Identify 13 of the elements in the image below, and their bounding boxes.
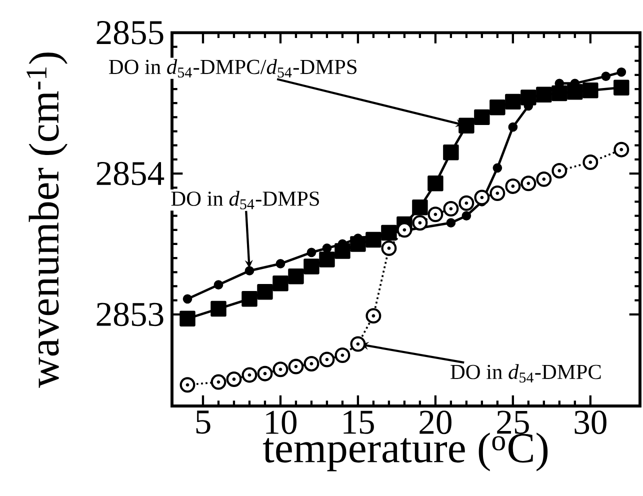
y-tick-label: 2853 bbox=[96, 302, 164, 326]
x-tick-label: 20 bbox=[420, 410, 452, 434]
annotation: DO in d$_{54}$-DMPC/d$_{54}$-DMPS bbox=[109, 59, 356, 78]
annotation: DO in d$_{54}$-DMPS bbox=[171, 190, 319, 210]
y-tick-label: 2854 bbox=[96, 162, 164, 186]
y-tick-label: 2855 bbox=[96, 20, 164, 44]
y-axis-title: wavenumber (cm$^{-1}$) bbox=[26, 52, 68, 388]
x-tick-label: 15 bbox=[344, 410, 374, 434]
x-tick-label: 10 bbox=[266, 410, 296, 434]
x-tick-label: 30 bbox=[574, 410, 606, 434]
annotation: DO in d$_{54}$-DMPC bbox=[450, 364, 601, 383]
x-tick-label: 5 bbox=[196, 410, 210, 434]
x-tick-label: 25 bbox=[497, 410, 529, 434]
